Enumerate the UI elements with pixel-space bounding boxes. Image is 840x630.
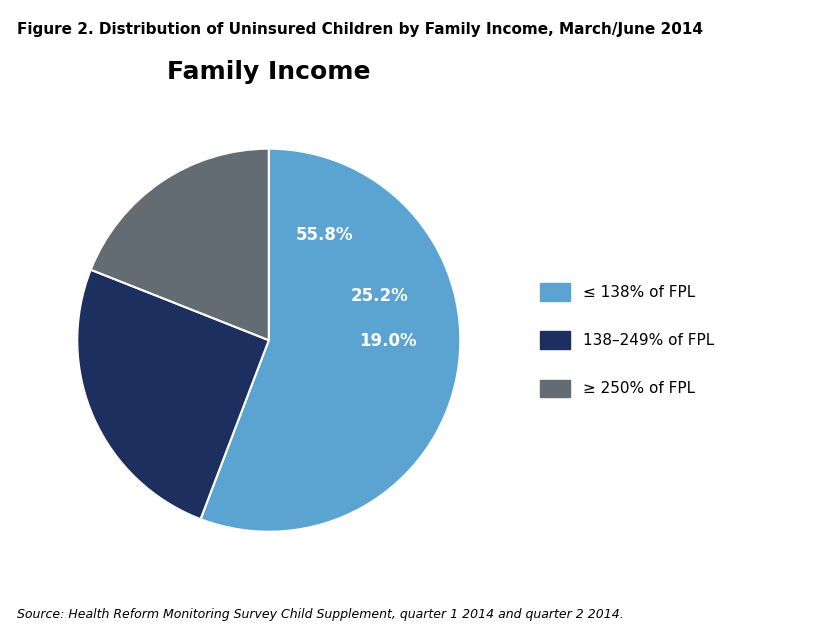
Text: Figure 2. Distribution of Uninsured Children by Family Income, March/June 2014: Figure 2. Distribution of Uninsured Chil… [17, 22, 703, 37]
Text: 55.8%: 55.8% [296, 226, 353, 244]
Wedge shape [201, 149, 460, 532]
Wedge shape [91, 149, 269, 340]
Legend: ≤ 138% of FPL, 138–249% of FPL, ≥ 250% of FPL: ≤ 138% of FPL, 138–249% of FPL, ≥ 250% o… [540, 283, 714, 398]
Text: 19.0%: 19.0% [359, 332, 417, 350]
Text: Source: Health Reform Monitoring Survey Child Supplement, quarter 1 2014 and qua: Source: Health Reform Monitoring Survey … [17, 607, 623, 621]
Text: 25.2%: 25.2% [350, 287, 408, 306]
Wedge shape [77, 270, 269, 519]
Title: Family Income: Family Income [167, 60, 370, 84]
